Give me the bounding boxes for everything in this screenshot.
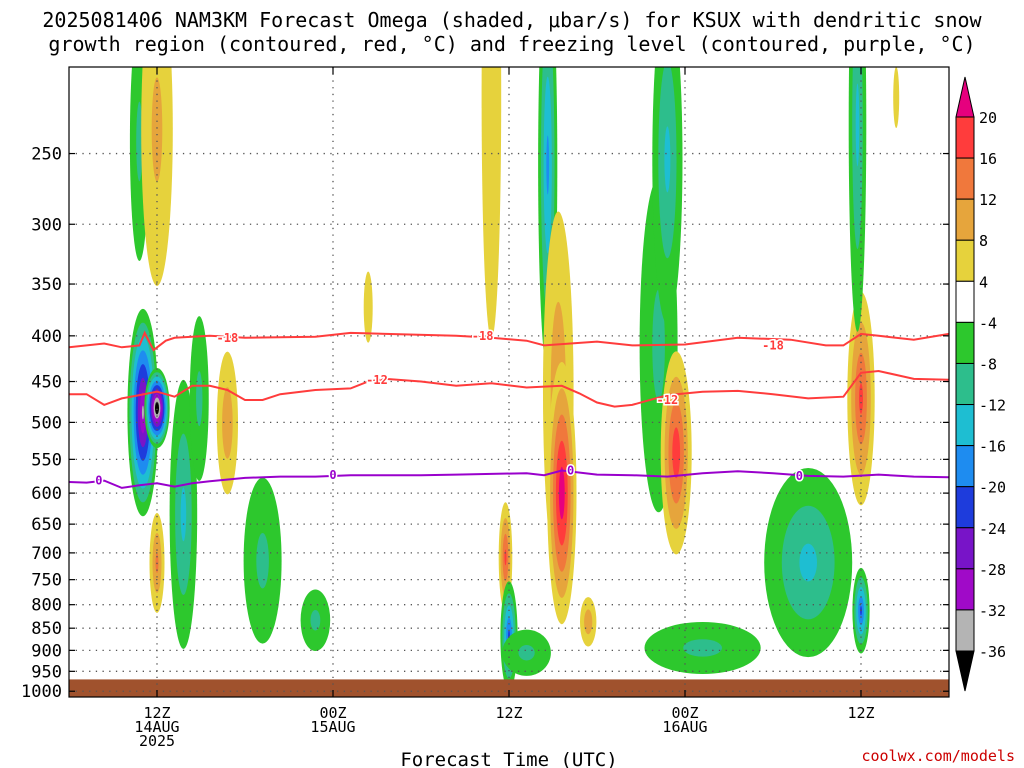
contour-label-dendritic-top: -18 bbox=[217, 331, 239, 345]
omega-cell bbox=[859, 383, 863, 414]
colorbar-swatch bbox=[955, 609, 975, 652]
ground-surface bbox=[69, 679, 949, 697]
contour-dendritic-top bbox=[69, 330, 949, 352]
y-tick-label: 1000 bbox=[21, 682, 62, 702]
colorbar-swatch bbox=[955, 239, 975, 282]
y-tick-label: 950 bbox=[31, 662, 62, 682]
omega-cell bbox=[481, 67, 502, 340]
y-tick-label: 250 bbox=[31, 145, 62, 165]
y-tick-label: 800 bbox=[31, 596, 62, 616]
omega-cell bbox=[683, 639, 722, 657]
x-tick-label: 14AUG bbox=[134, 718, 179, 736]
x-tick-label: 00Z bbox=[671, 704, 698, 722]
colorbar-swatch bbox=[955, 445, 975, 488]
omega-cell bbox=[664, 126, 671, 193]
colorbar-swatch bbox=[955, 527, 975, 570]
x-tick-label: 15AUG bbox=[310, 718, 355, 736]
colorbar-swatch bbox=[955, 404, 975, 447]
contour-label-freezing-level: 0 bbox=[95, 474, 102, 488]
omega-cell bbox=[546, 135, 550, 195]
omega-cell bbox=[672, 427, 681, 479]
x-tick-label: 12Z bbox=[847, 704, 874, 722]
contour-label-dendritic-bottom: -12 bbox=[366, 373, 388, 387]
contour-label-dendritic-bottom: -12 bbox=[657, 393, 679, 407]
colorbar-label: 20 bbox=[979, 109, 997, 127]
omega-cell bbox=[504, 549, 507, 566]
colorbar-label: -12 bbox=[979, 397, 1006, 415]
omega-cell bbox=[180, 487, 187, 542]
y-tick-label: 700 bbox=[31, 544, 62, 564]
x-tick-label: 00Z bbox=[319, 704, 346, 722]
contour-label-freezing-level: 0 bbox=[567, 463, 574, 477]
colorbar-label: -16 bbox=[979, 438, 1006, 456]
site-credit[interactable]: coolwx.com/models bbox=[861, 747, 1015, 765]
omega-cell bbox=[363, 271, 373, 343]
colorbar-swatch bbox=[955, 157, 975, 200]
y-tick-label: 350 bbox=[31, 275, 62, 295]
colorbar-label: -4 bbox=[979, 314, 997, 332]
colorbar-label: 4 bbox=[979, 273, 988, 291]
x-axis-label: Forecast Time (UTC) bbox=[400, 749, 617, 768]
x-tick-label: 12Z bbox=[495, 704, 522, 722]
contour-label-freezing-level: 0 bbox=[796, 469, 803, 483]
colorbar-swatch bbox=[955, 321, 975, 364]
contour-label-dendritic-top: -18 bbox=[472, 329, 494, 343]
omega-cell bbox=[136, 101, 143, 182]
omega-cell bbox=[155, 401, 159, 415]
colorbar-label: -8 bbox=[979, 355, 997, 373]
omega-cell bbox=[855, 83, 860, 167]
colorbar-bottom-arrow bbox=[955, 650, 975, 692]
x-tick-label: 16AUG bbox=[662, 718, 707, 736]
contour-label-freezing-level: 0 bbox=[329, 468, 336, 482]
colorbar-label: -20 bbox=[979, 479, 1006, 497]
omega-cell bbox=[256, 532, 269, 589]
y-tick-label: 900 bbox=[31, 641, 62, 661]
omega-cell bbox=[558, 466, 565, 520]
omega-cell bbox=[584, 609, 593, 635]
colorbar-label: 8 bbox=[979, 232, 988, 250]
colorbar-label: 16 bbox=[979, 150, 997, 168]
colorbar-swatch bbox=[955, 486, 975, 529]
colorbar-label: -36 bbox=[979, 643, 1006, 661]
x-tick-label: 2025 bbox=[139, 732, 175, 750]
omega-cell bbox=[222, 387, 233, 459]
y-tick-label: 500 bbox=[31, 413, 62, 433]
colorbar-swatch bbox=[955, 280, 975, 323]
colorbar-label: -32 bbox=[979, 602, 1006, 620]
colorbar-swatch bbox=[955, 362, 975, 406]
y-tick-label: 550 bbox=[31, 450, 62, 470]
chart-title-line1: 2025081406 NAM3KM Forecast Omega (shaded… bbox=[42, 8, 982, 32]
colorbar-label: -28 bbox=[979, 561, 1006, 579]
y-tick-label: 300 bbox=[31, 215, 62, 235]
omega-cell bbox=[196, 371, 203, 427]
x-tick-label: 12Z bbox=[143, 704, 170, 722]
y-tick-label: 600 bbox=[31, 484, 62, 504]
omega-cell bbox=[310, 610, 321, 631]
omega-cell bbox=[518, 645, 535, 661]
y-tick-label: 750 bbox=[31, 571, 62, 591]
omega-cell bbox=[141, 405, 144, 420]
y-tick-label: 400 bbox=[31, 327, 62, 347]
contour-freezing-level bbox=[69, 469, 949, 489]
omega-cell bbox=[893, 67, 900, 129]
y-tick-label: 650 bbox=[31, 515, 62, 535]
chart-title-line2: growth region (contoured, red, °C) and f… bbox=[48, 32, 976, 56]
colorbar-top-arrow bbox=[955, 76, 975, 118]
omega-cell bbox=[151, 77, 163, 182]
y-tick-label: 450 bbox=[31, 373, 62, 393]
contour-dendritic-bottom bbox=[69, 369, 949, 408]
omega-cell bbox=[799, 543, 817, 582]
colorbar-label: -24 bbox=[979, 520, 1006, 538]
colorbar-label: 12 bbox=[979, 191, 997, 209]
contour-label-dendritic-top: -18 bbox=[762, 338, 784, 352]
colorbar-swatch bbox=[955, 568, 975, 611]
colorbar-swatch bbox=[955, 116, 975, 159]
y-tick-label: 850 bbox=[31, 619, 62, 639]
colorbar-swatch bbox=[955, 198, 975, 241]
